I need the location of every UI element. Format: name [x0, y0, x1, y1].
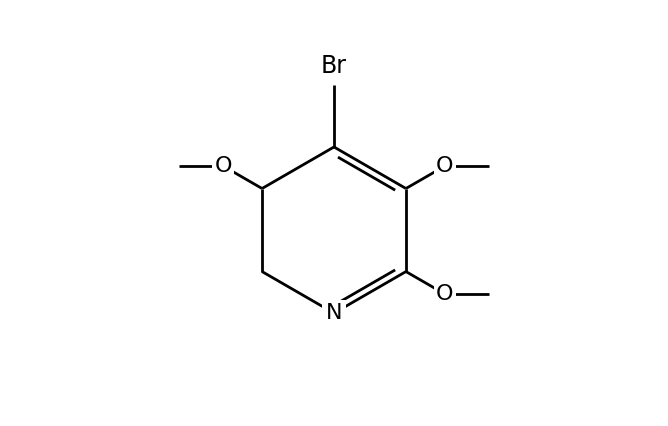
- Text: O: O: [214, 156, 232, 176]
- Text: Br: Br: [321, 54, 347, 78]
- Text: O: O: [436, 284, 454, 304]
- Text: N: N: [326, 303, 342, 323]
- Text: O: O: [436, 156, 454, 176]
